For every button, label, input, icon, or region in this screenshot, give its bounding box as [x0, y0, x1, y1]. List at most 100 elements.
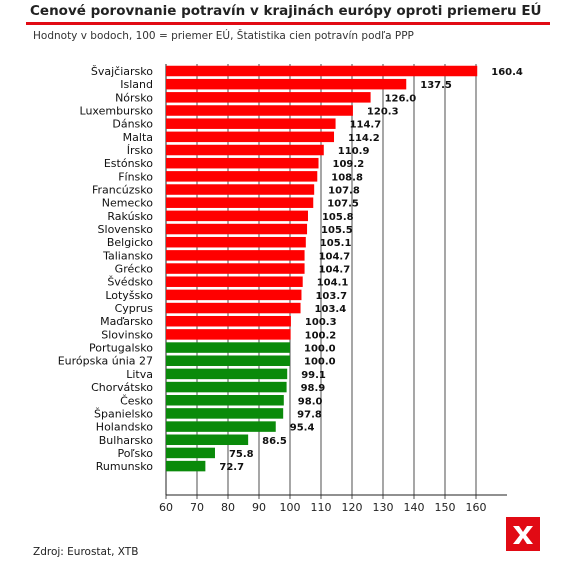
data-label: 103.7: [315, 291, 347, 302]
category-label: Španielsko: [94, 407, 153, 420]
category-label: Švajčiarsko: [91, 65, 153, 78]
category-label: Nórsko: [115, 91, 153, 104]
category-label: Švédsko: [107, 276, 153, 289]
bar: [166, 355, 290, 366]
category-label: Česko: [120, 394, 153, 407]
data-label: 104.7: [319, 265, 351, 276]
x-tick-label: 90: [252, 501, 266, 514]
x-tick-label: 80: [221, 501, 235, 514]
x-tick-label: 160: [466, 501, 487, 514]
bar: [166, 250, 305, 261]
category-label: Rakúsko: [107, 210, 153, 223]
bar: [166, 197, 314, 208]
data-label: 100.3: [305, 317, 337, 328]
data-label: 100.0: [304, 357, 336, 368]
bar: [166, 157, 319, 169]
bar: [166, 223, 308, 235]
category-label: Belgicko: [107, 236, 153, 249]
data-label: 100.0: [304, 344, 336, 355]
category-label: Estónsko: [104, 157, 153, 170]
category-label: Taliansko: [102, 249, 153, 262]
bar: [166, 434, 249, 446]
category-label: Maďarsko: [100, 315, 153, 328]
data-label: 137.5: [420, 80, 452, 91]
data-label: 114.7: [350, 120, 382, 131]
bar: [166, 144, 324, 156]
category-label: Francúzsko: [92, 184, 153, 197]
xtb-logo-icon: [506, 517, 540, 551]
category-label: Portugalsko: [89, 342, 153, 355]
category-label: Dánsko: [112, 118, 153, 131]
category-label: Grécko: [115, 263, 154, 276]
category-label: Poľsko: [117, 447, 153, 460]
data-label: 99.1: [301, 370, 326, 381]
category-label: Lotyšsko: [105, 289, 153, 302]
bar: [166, 395, 284, 406]
category-label: Fínsko: [118, 170, 153, 183]
data-label: 105.1: [320, 238, 352, 249]
bar: [166, 289, 302, 301]
bar: [166, 105, 353, 116]
category-label: Bulharsko: [99, 434, 154, 447]
x-tick-label: 70: [190, 501, 204, 514]
category-label: Chorvátsko: [91, 381, 153, 394]
bar: [166, 381, 287, 393]
data-label: 72.7: [219, 462, 244, 473]
x-tick-label: 140: [404, 501, 425, 514]
bar: [166, 329, 291, 340]
data-label: 108.8: [331, 172, 363, 183]
data-label: 75.8: [229, 449, 254, 460]
data-label: 110.9: [338, 146, 370, 157]
data-label: 104.1: [317, 278, 349, 289]
bar: [166, 368, 288, 380]
category-label: Cyprus: [115, 302, 154, 315]
category-label: Malta: [123, 131, 153, 144]
data-label: 120.3: [367, 107, 399, 118]
category-label: Litva: [126, 368, 153, 381]
data-label: 107.5: [327, 199, 359, 210]
bar: [166, 118, 336, 129]
category-label: Slovensko: [98, 223, 154, 236]
data-label: 86.5: [262, 436, 287, 447]
chart-title: Cenové porovnanie potravín v krajinách e…: [30, 3, 542, 19]
bar: [166, 302, 301, 314]
title-underline: [26, 22, 550, 25]
bar: [166, 92, 371, 103]
bar: [166, 276, 303, 287]
x-tick-label: 150: [435, 501, 456, 514]
bar: [166, 131, 335, 143]
data-label: 107.8: [328, 186, 360, 197]
bar: [166, 447, 215, 459]
data-label: 105.5: [321, 225, 353, 236]
bar: [166, 65, 478, 77]
data-label: 126.0: [385, 93, 417, 104]
bar: [166, 184, 315, 195]
data-label: 160.4: [491, 67, 523, 78]
bar: [166, 408, 284, 419]
data-label: 98.9: [301, 383, 326, 394]
data-label: 105.8: [322, 212, 354, 223]
category-label: Nemecko: [102, 197, 154, 210]
bar: [166, 210, 308, 222]
category-label: Európska únia 27: [58, 355, 153, 368]
source-note: Zdroj: Eurostat, XTB: [33, 546, 139, 558]
bar: [166, 342, 290, 353]
bar: [166, 315, 291, 327]
x-tick-label: 120: [342, 501, 363, 514]
category-label: Island: [120, 78, 153, 91]
bar: [166, 421, 276, 432]
bar: [166, 171, 318, 182]
x-tick-label: 100: [280, 501, 301, 514]
chart-subtitle: Hodnoty v bodoch, 100 = priemer EÚ, Štat…: [33, 30, 414, 42]
bar: [166, 236, 306, 248]
data-label: 95.4: [290, 423, 315, 434]
data-label: 104.7: [319, 251, 351, 262]
category-label: Slovinsko: [101, 328, 153, 341]
bar: [166, 78, 407, 90]
data-label: 98.0: [298, 396, 323, 407]
category-label: Luxembursko: [80, 105, 154, 118]
x-tick-label: 60: [159, 501, 173, 514]
category-label: Rumunsko: [96, 460, 153, 473]
x-tick-label: 130: [373, 501, 394, 514]
